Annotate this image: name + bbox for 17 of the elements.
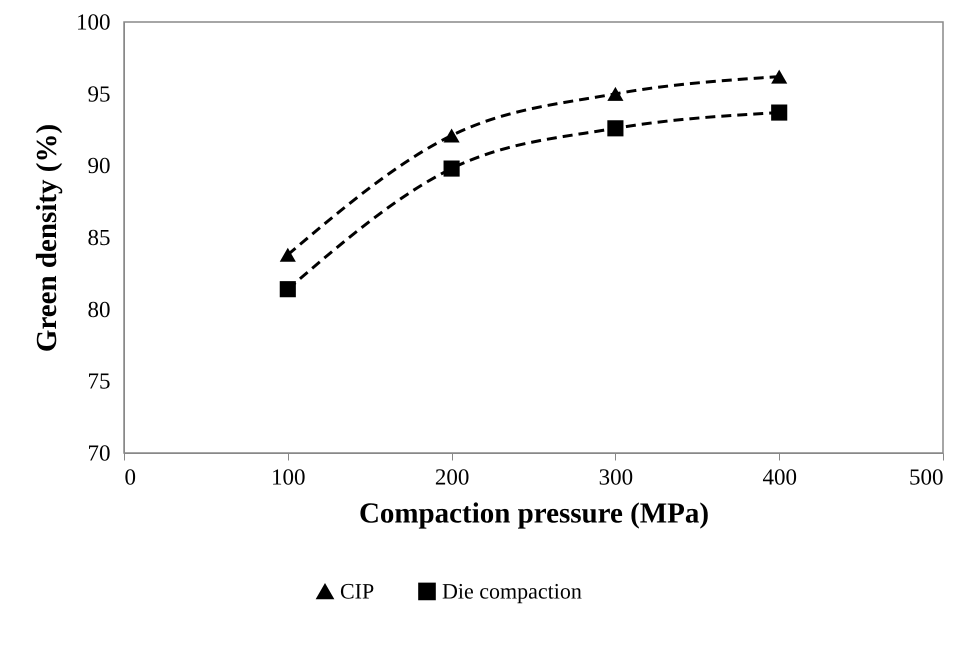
x-tick-label: 0 — [124, 464, 136, 490]
legend-label: Die compaction — [442, 578, 582, 604]
x-tick-label: 500 — [909, 464, 944, 490]
x-axis-title: Compaction pressure (MPa) — [358, 498, 710, 530]
y-axis-title: Green density (%) — [31, 124, 63, 352]
legend-label: CIP — [340, 578, 374, 604]
x-tick-label: 400 — [762, 464, 797, 490]
x-tick-label: 200 — [434, 464, 470, 490]
x-tick-label: 300 — [598, 464, 634, 490]
y-tick-label: 85 — [88, 225, 110, 250]
y-tick-label: 75 — [88, 368, 110, 394]
x-tick-label: 100 — [271, 464, 306, 490]
y-tick-label: 90 — [88, 153, 110, 178]
y-tick-label: 70 — [88, 440, 110, 466]
y-tick-label: 95 — [88, 81, 110, 106]
y-tick-label: 100 — [76, 10, 110, 34]
y-tick-label: 80 — [88, 296, 110, 322]
